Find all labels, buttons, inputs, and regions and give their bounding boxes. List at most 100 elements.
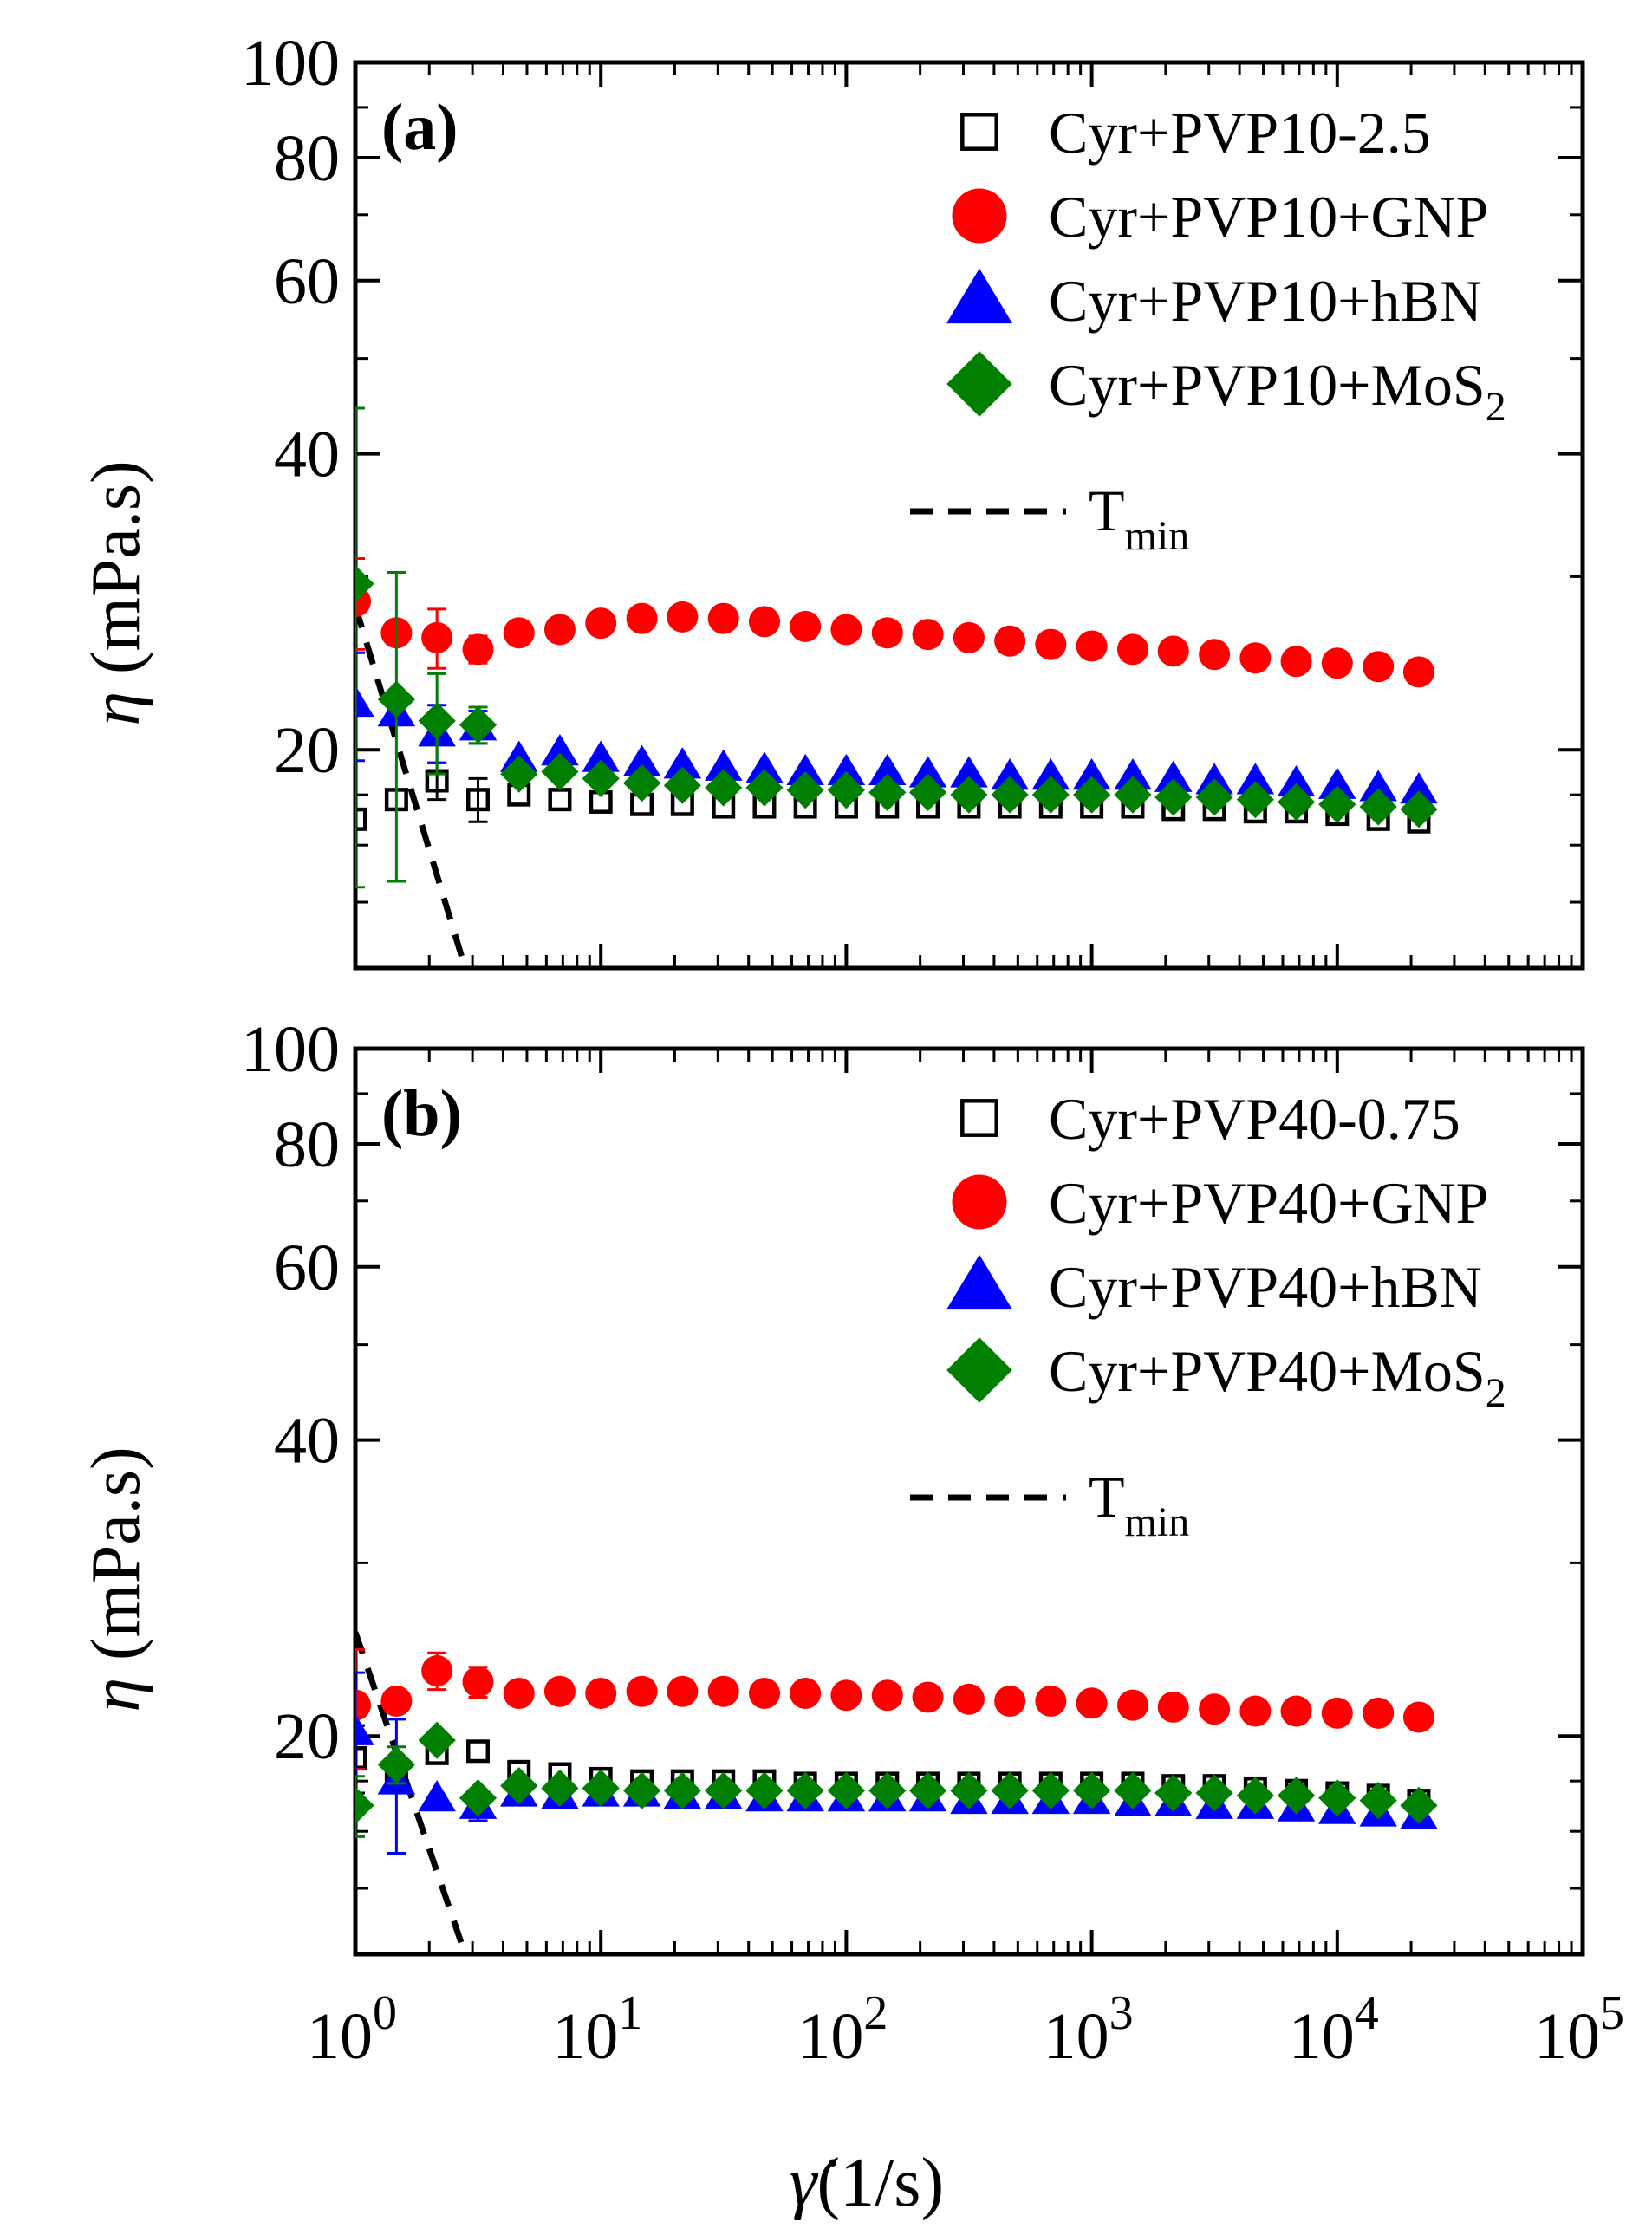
y-tick-label: 60 — [274, 245, 340, 318]
data-point — [1359, 788, 1397, 826]
series-1 — [355, 556, 1434, 688]
data-point — [585, 1678, 617, 1710]
data-point — [355, 807, 367, 831]
data-point — [462, 1666, 494, 1698]
data-point — [1076, 630, 1108, 662]
data-point — [786, 753, 824, 786]
data-point — [745, 751, 784, 783]
series-3 — [355, 406, 1438, 889]
data-point — [503, 617, 535, 649]
data-point — [541, 734, 579, 766]
data-point — [548, 788, 572, 812]
x-tick-label: 104 — [1289, 1986, 1379, 2073]
data-point — [1239, 642, 1272, 674]
data-point — [1363, 651, 1395, 683]
data-point — [1318, 785, 1356, 823]
y-tick-label: 100 — [241, 27, 340, 100]
data-point — [1031, 758, 1070, 790]
x-tick-label: 105 — [1534, 1986, 1624, 2073]
data-point — [1116, 1689, 1148, 1721]
data-point — [830, 614, 862, 646]
data-point — [1035, 628, 1067, 660]
data-point — [377, 680, 415, 718]
data-point — [1318, 1779, 1356, 1817]
legend-label: Cyr+PVP10+hBN — [1049, 268, 1482, 334]
data-point — [1199, 1693, 1231, 1725]
data-point — [950, 1771, 988, 1809]
data-point — [1321, 647, 1353, 679]
data-point — [355, 1746, 367, 1770]
data-point — [459, 705, 498, 744]
data-point — [1400, 790, 1438, 828]
data-point — [663, 766, 701, 804]
legend-marker — [952, 1174, 1007, 1230]
data-point — [582, 1769, 620, 1808]
series-3 — [355, 1721, 1438, 1838]
data-point — [871, 1679, 903, 1712]
data-point — [786, 1771, 824, 1809]
data-point — [622, 1771, 661, 1809]
plot-frame — [353, 1046, 1585, 1957]
data-point — [950, 776, 988, 814]
data-point — [786, 771, 824, 809]
y-tick-label: 80 — [274, 122, 340, 195]
data-point — [908, 1771, 947, 1809]
x-tick-label: 103 — [1044, 1986, 1134, 2073]
data-point — [582, 740, 620, 772]
data-point — [418, 1780, 456, 1812]
data-point — [1318, 767, 1356, 799]
data-point — [622, 744, 661, 776]
data-point — [1154, 760, 1193, 792]
data-point — [1154, 778, 1193, 816]
data-point — [991, 776, 1029, 814]
legend-label: Cyr+PVP40+MoS2 — [1049, 1338, 1506, 1416]
data-point — [953, 1683, 985, 1715]
data-point — [667, 1675, 699, 1707]
panel-label: (a) — [381, 91, 459, 164]
data-point — [626, 1675, 658, 1707]
data-layer — [355, 406, 1438, 968]
data-point — [667, 601, 699, 633]
data-point — [1359, 770, 1397, 802]
data-point — [704, 749, 743, 781]
panel-label: (b) — [381, 1077, 462, 1150]
data-point — [355, 1689, 371, 1721]
data-point — [355, 1786, 374, 1824]
data-point — [543, 614, 576, 646]
data-point — [827, 771, 865, 809]
data-point — [1236, 781, 1274, 819]
data-point — [1195, 1774, 1233, 1812]
legend-label: Cyr+PVP40+GNP — [1049, 1170, 1488, 1236]
legend-label-t-min: Tmin — [1089, 1464, 1189, 1545]
data-point — [663, 1771, 701, 1809]
x-axis-title: γ̇(1/s) — [790, 2145, 944, 2221]
data-point — [1280, 1695, 1312, 1727]
data-point — [1157, 1691, 1189, 1723]
data-point — [462, 633, 494, 666]
data-point — [503, 1678, 535, 1710]
data-point — [1073, 776, 1111, 814]
y-tick-label: 80 — [274, 1108, 340, 1181]
t-min-line — [355, 605, 468, 968]
data-point — [950, 756, 988, 788]
data-point — [1400, 772, 1438, 804]
data-point — [418, 1721, 456, 1759]
data-point — [380, 1686, 413, 1718]
data-point — [1321, 1697, 1353, 1729]
data-point — [707, 602, 739, 634]
data-point — [912, 1681, 944, 1713]
data-point — [466, 788, 491, 812]
data-point — [830, 1679, 862, 1712]
data-point — [1114, 776, 1152, 814]
data-point — [1114, 758, 1152, 790]
legend-label-t-min: Tmin — [1089, 478, 1189, 559]
data-point — [421, 1654, 453, 1686]
data-point — [355, 565, 374, 603]
data-point — [908, 773, 947, 812]
legend-label: Cyr+PVP40-0.75 — [1049, 1086, 1460, 1152]
data-point — [1114, 1771, 1152, 1809]
data-point — [1035, 1686, 1067, 1718]
legend-marker — [960, 113, 998, 151]
y-tick-label: 40 — [274, 1405, 340, 1478]
